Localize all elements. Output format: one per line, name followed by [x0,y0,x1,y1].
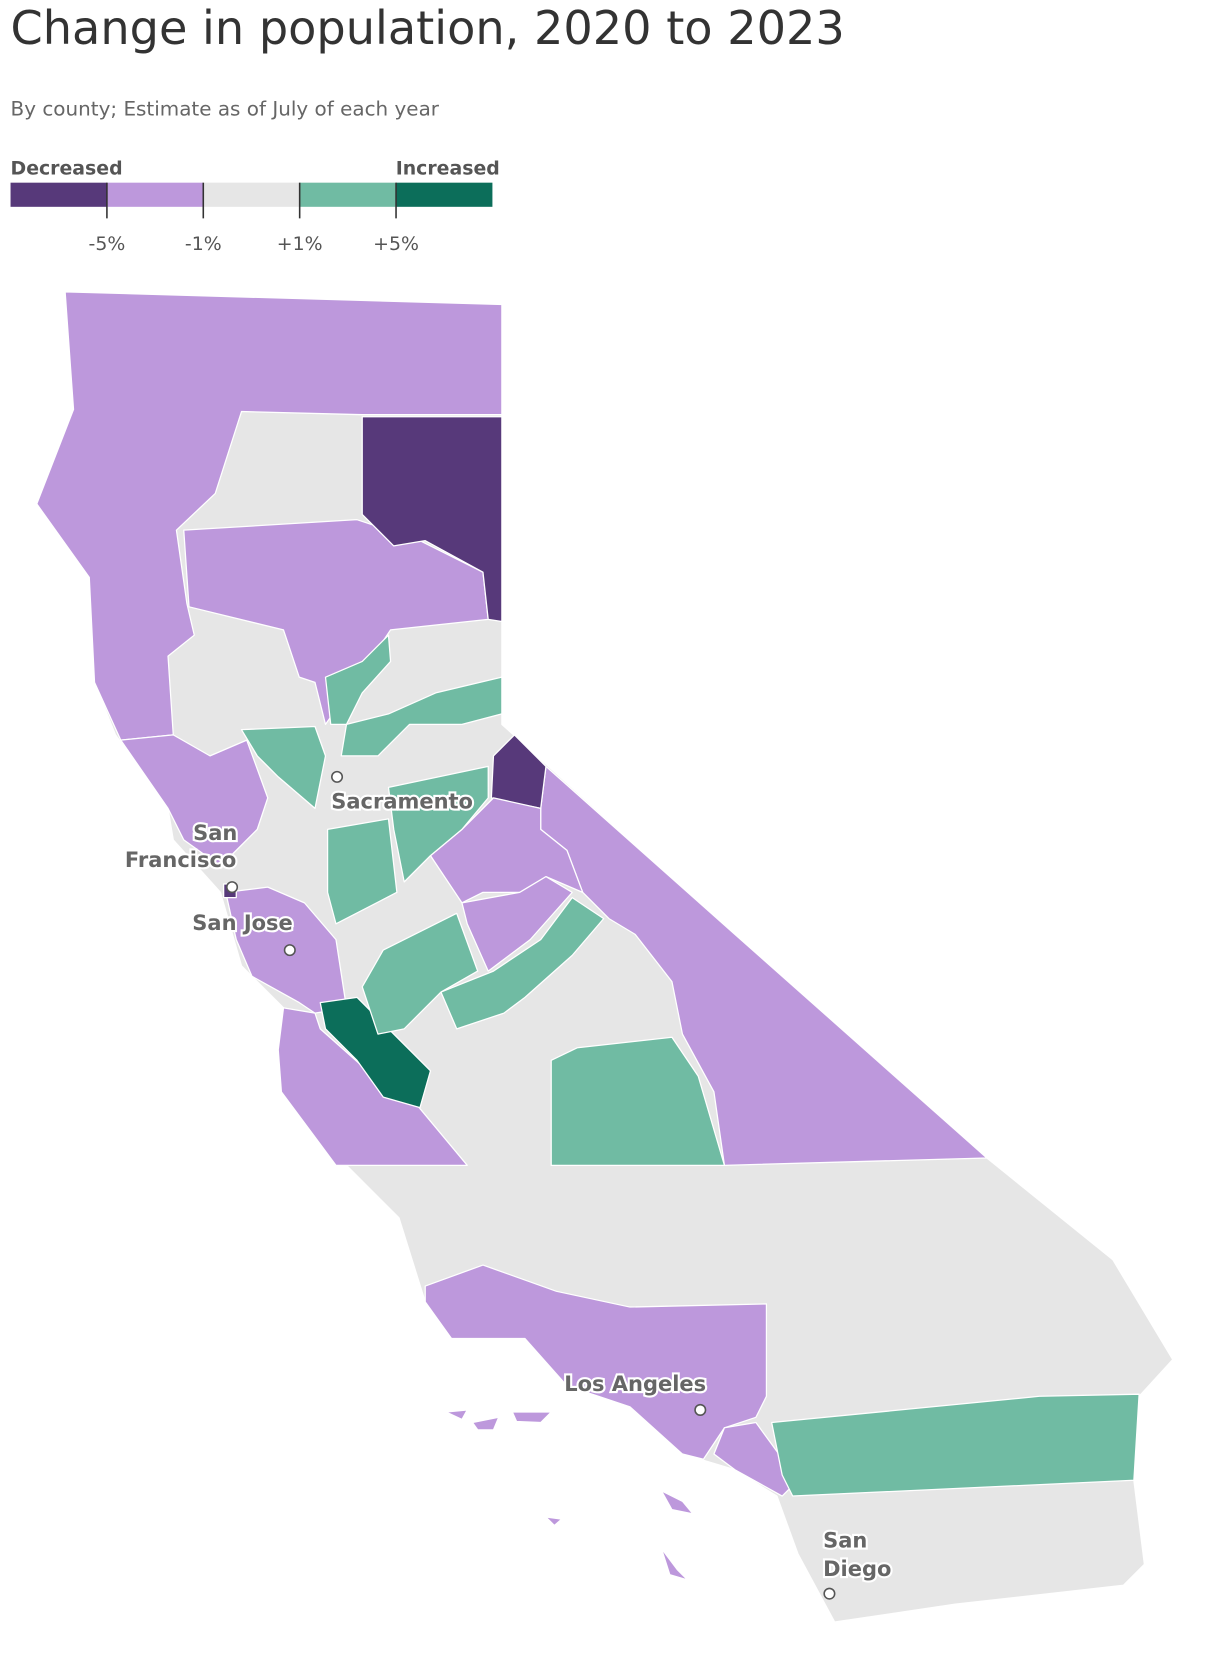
subtitle: By county; Estimate as of July of each y… [11,96,440,120]
legend-swatch [10,182,107,207]
island [511,1411,552,1424]
county [361,416,503,623]
city-label: Los Angeles [564,1372,706,1396]
county [36,291,503,741]
city-label: Diego [823,1557,891,1581]
county [440,896,605,1030]
legend-tick-label: +5% [373,233,419,255]
legend-tick-label: +1% [277,233,323,255]
county [387,765,489,883]
island [545,1516,563,1527]
legend-swatch [299,182,397,207]
legend-swatch [106,182,204,207]
county-map [36,291,1174,1623]
city-label: San [823,1528,867,1552]
county [550,1036,726,1166]
county [120,734,269,867]
city-label: Francisco [125,848,236,872]
city-markers: Sacramento San Francisco San Jose Los An… [123,770,893,1600]
county [424,1264,768,1460]
city-label: Sacramento [331,789,473,813]
legend-low-label: Decreased [11,157,123,179]
island [660,1547,689,1581]
title: Change in population, 2020 to 2023 [11,1,845,55]
county [240,725,327,810]
island [471,1416,500,1431]
legend-swatch [203,182,300,207]
county [771,1393,1140,1497]
city-dot [823,1587,836,1600]
legend: -5% -1% +1% +5% [10,182,493,255]
city-dot [226,881,239,894]
city-dot [283,944,296,957]
legend-high-label: Increased [396,157,500,179]
county [326,818,398,925]
county [461,875,573,972]
city-dot [331,770,344,783]
island [660,1490,694,1515]
county [361,912,479,1035]
county [277,1007,468,1166]
county [324,634,392,726]
city-label: San [193,821,237,845]
county [713,1421,799,1497]
county [340,676,503,757]
city-label: San Jose [192,911,292,935]
city-dot [694,1403,707,1416]
legend-swatch [396,182,493,207]
island [445,1409,468,1421]
legend-tick-label: -1% [185,233,222,255]
legend-tick-label: -5% [89,233,126,255]
